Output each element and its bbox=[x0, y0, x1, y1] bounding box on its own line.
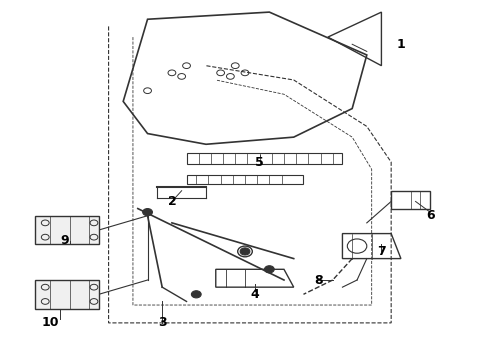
Text: 2: 2 bbox=[168, 195, 176, 208]
Text: 8: 8 bbox=[314, 274, 322, 287]
Text: 4: 4 bbox=[250, 288, 259, 301]
Text: 1: 1 bbox=[396, 38, 405, 51]
Text: 6: 6 bbox=[426, 209, 435, 222]
Text: 7: 7 bbox=[377, 245, 386, 258]
Text: 10: 10 bbox=[41, 316, 59, 329]
Circle shape bbox=[265, 266, 274, 273]
Text: 9: 9 bbox=[60, 234, 69, 247]
Polygon shape bbox=[35, 280, 99, 309]
Circle shape bbox=[143, 208, 152, 216]
Text: 3: 3 bbox=[158, 316, 167, 329]
Circle shape bbox=[192, 291, 201, 298]
Polygon shape bbox=[35, 216, 99, 244]
Circle shape bbox=[240, 248, 250, 255]
Text: 5: 5 bbox=[255, 156, 264, 168]
